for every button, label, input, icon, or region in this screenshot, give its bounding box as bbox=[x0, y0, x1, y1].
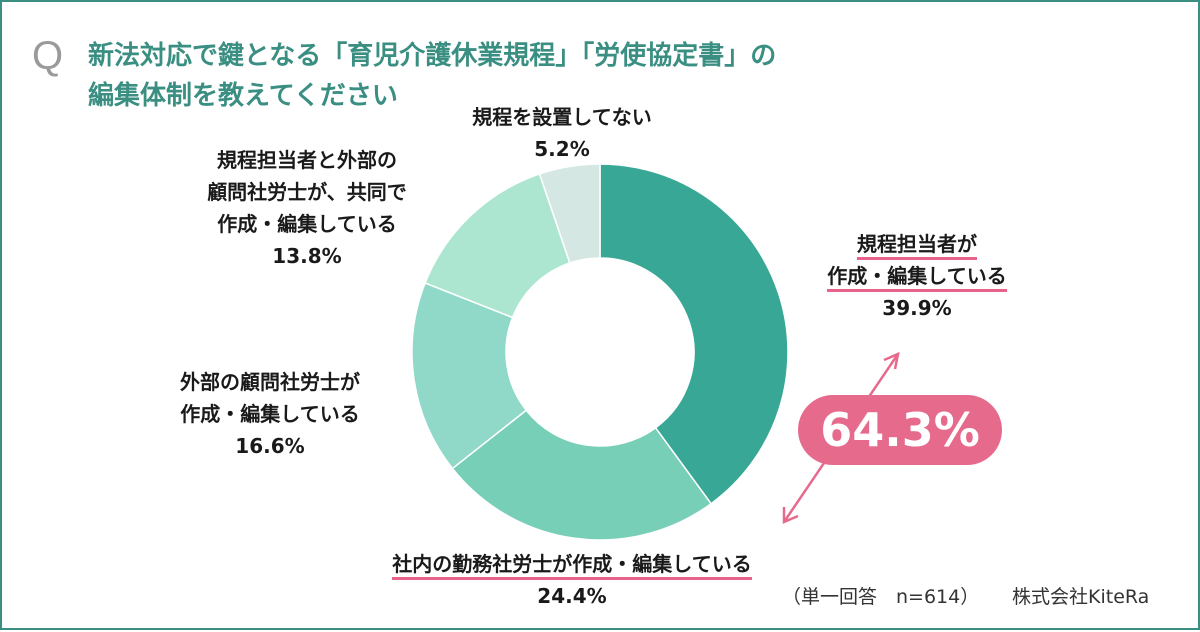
slice-label-s4-line2: 顧問社労士が、共同で bbox=[207, 180, 407, 204]
donut-slice-5 bbox=[538, 163, 601, 264]
callout-arrowhead-bottom bbox=[782, 507, 799, 524]
question-mark: Q bbox=[32, 34, 64, 78]
slice-label-s5-pct: 5.2% bbox=[534, 137, 590, 161]
slice-label-s4-line1: 規程担当者と外部の bbox=[217, 148, 397, 172]
slice-label-s4: 規程担当者と外部の 顧問社労士が、共同で 作成・編集している 13.8% bbox=[182, 144, 432, 272]
callout-arrowhead-top bbox=[883, 351, 900, 370]
slice-label-s2: 社内の勤務社労士が作成・編集している 24.4% bbox=[322, 548, 822, 612]
combined-percent-badge: 64.3% bbox=[798, 395, 1002, 465]
slice-label-s5: 規程を設置してない 5.2% bbox=[442, 101, 682, 165]
footer-note: （単一回答 n=614） bbox=[782, 586, 980, 608]
donut-slice-1 bbox=[599, 163, 789, 505]
slice-label-s2-line1: 社内の勤務社労士が作成・編集している bbox=[392, 552, 752, 580]
slice-label-s4-pct: 13.8% bbox=[272, 244, 342, 268]
slice-label-s4-line3: 作成・編集している bbox=[217, 212, 397, 236]
donut-slice-2 bbox=[451, 409, 713, 541]
question-title: 新法対応で鍵となる「育児介護休業規程」「労使協定書」の 編集体制を教えてください bbox=[88, 36, 968, 116]
slice-label-s3-line1: 外部の顧問社労士が bbox=[180, 370, 360, 394]
donut-slice-3 bbox=[411, 282, 528, 470]
question-title-line1: 新法対応で鍵となる「育児介護休業規程」「労使協定書」の bbox=[88, 41, 777, 71]
slice-label-s1-line1: 規程担当者が bbox=[857, 232, 977, 260]
slice-label-s1-line2: 作成・編集している bbox=[827, 264, 1007, 292]
slice-label-s3: 外部の顧問社労士が 作成・編集している 16.6% bbox=[152, 366, 388, 462]
slice-label-s2-pct: 24.4% bbox=[537, 584, 607, 608]
footer-company: 株式会社KiteRa bbox=[1012, 586, 1150, 608]
slice-label-s5-line1: 規程を設置してない bbox=[472, 105, 652, 129]
slice-label-s3-pct: 16.6% bbox=[235, 434, 305, 458]
question-title-line2: 編集体制を教えてください bbox=[88, 81, 398, 111]
slice-label-s1-pct: 39.9% bbox=[882, 296, 952, 320]
slice-label-s1: 規程担当者が 作成・編集している 39.9% bbox=[802, 228, 1032, 324]
slice-label-s3-line2: 作成・編集している bbox=[180, 402, 360, 426]
donut-slices bbox=[411, 163, 789, 541]
